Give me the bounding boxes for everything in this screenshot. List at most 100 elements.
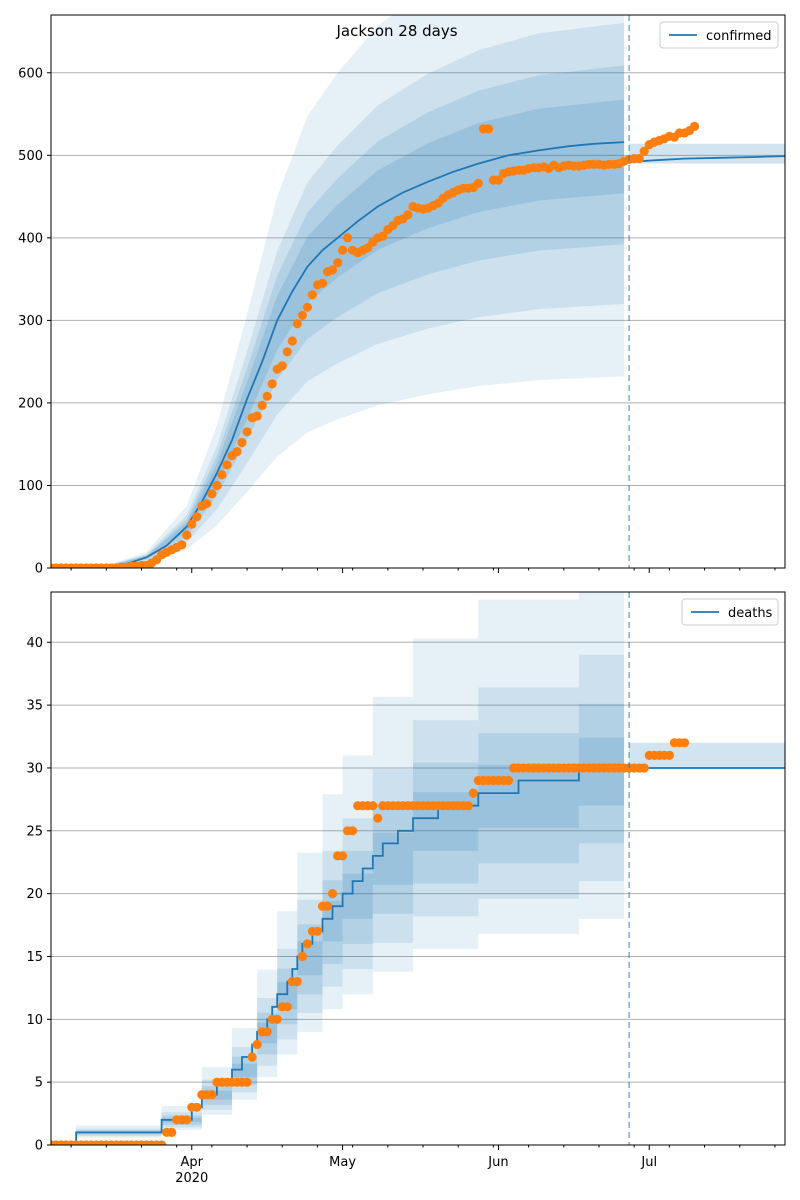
observed-point [403,210,413,220]
observed-point [252,1039,262,1050]
observed-point [639,146,649,156]
observed-point [302,939,312,949]
x-tick-label: Jun [487,1155,508,1170]
observed-point [373,813,383,823]
y-tick-label: 20 [26,887,43,902]
observed-point [689,121,700,131]
observed-point [493,175,503,185]
uncertainty-band [51,703,625,1145]
observed-point [252,411,262,421]
observed-point [202,499,212,509]
uncertainty-band [51,592,625,1145]
y-tick-label: 500 [18,149,43,164]
y-tick-label: 5 [35,1076,43,1091]
observed-point [317,278,328,288]
x-tick-label: May [329,1155,356,1170]
plot-area [51,592,785,1145]
plot-area [51,15,785,568]
observed-point [639,763,649,773]
observed-point [167,1127,177,1137]
observed-point [257,400,267,410]
observed-point [177,540,187,550]
observed-point [212,480,222,491]
observed-point [232,447,242,457]
observed-point [287,336,297,346]
x-ticks [70,568,776,573]
uncertainty-band [51,65,625,568]
plot-frame [50,14,786,569]
legend-label: deaths [728,606,773,621]
y-tick-label: 25 [26,824,43,839]
observed-point [338,245,348,255]
forecast-band [629,143,785,164]
observed-point [679,738,690,748]
uncertainty-band [51,15,625,568]
observed-point [207,1090,217,1100]
observed-point [192,1102,202,1112]
observed-point [157,1140,167,1145]
fit-line [51,141,625,568]
y-tick-label: 40 [26,636,43,651]
observed-point [368,801,378,811]
observed-point [262,391,272,401]
observed-point [322,901,333,911]
y-tick-label: 30 [26,761,43,776]
uncertainty-band [51,737,625,1145]
observed-point [348,826,358,836]
observed-point [338,851,348,861]
y-tick-label: 10 [26,1013,43,1028]
observed-point [302,302,312,312]
observed-point [262,1027,272,1037]
x-tick-year-label: 2020 [175,1171,208,1186]
observed-point [292,977,302,987]
observed-point [267,379,277,389]
x-tick-label: Apr [181,1155,204,1170]
y-tick-label: 600 [18,66,43,81]
observed-point [473,178,483,188]
forecast-line [629,155,785,163]
observed-point [237,437,247,448]
observed-point [327,889,338,899]
legend: confirmed [659,21,779,49]
uncertainty-band [51,22,625,568]
observed-point [468,788,478,798]
observed-point [282,347,292,357]
observed-point [463,801,473,811]
observed-point [277,361,287,371]
legend: deaths [681,598,779,626]
observed-point [242,427,252,437]
observed-point [483,124,493,134]
plot-frame [50,591,786,1146]
confirmed-panel: 0 100 200 300 400 500 600 confirmed [18,14,786,577]
y-tick-label: 0 [35,1139,43,1154]
y-tick-label: 200 [18,396,43,411]
y-tick-label: 0 [35,562,43,577]
x-tick-label: Jul [640,1155,657,1170]
deaths-panel: 0 5 10 15 20 25 30 35 40 deaths [26,591,786,1154]
y-tick-label: 300 [18,314,43,329]
observed-point [327,265,338,275]
x-ticks [70,1145,776,1150]
y-tick-label: 35 [26,699,43,714]
observed-point [292,319,302,329]
observed-point [664,750,675,761]
observed-point [247,1052,257,1062]
y-tick-label: 400 [18,231,43,246]
observed-point [182,1115,192,1125]
observed-point [222,460,232,470]
observed-point [272,1014,282,1024]
legend-label: confirmed [706,29,772,44]
observed-point [207,489,217,499]
chart-title: Jackson 28 days [335,22,457,40]
observed-point [312,926,323,936]
observed-point [297,310,307,320]
observed-point [282,1002,292,1012]
legend-box [681,598,779,626]
observed-point [217,470,227,480]
observed-point [333,258,343,268]
y-tick-label: 15 [26,950,43,965]
observed-point [242,1077,252,1087]
